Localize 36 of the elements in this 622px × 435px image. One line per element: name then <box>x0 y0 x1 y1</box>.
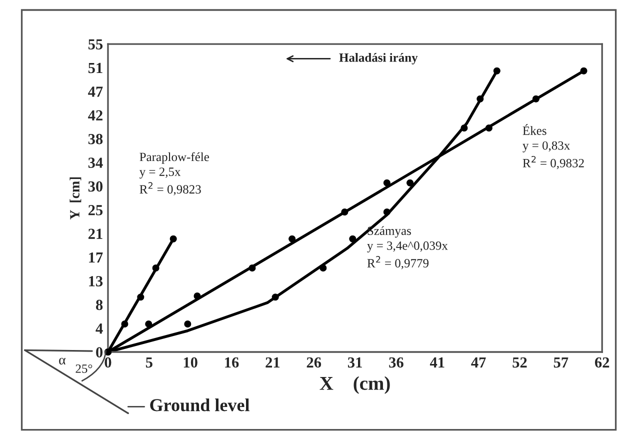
annotation: Ékes y = 0,83x R$^{2}$ = 0,9832 <box>522 124 584 170</box>
y-tick-label: 34 <box>88 158 103 168</box>
x-tick-label: 57 <box>554 357 568 368</box>
y-tick-label: 17 <box>89 252 103 263</box>
text: α <box>59 358 66 365</box>
x-tick-label: 31 <box>348 357 362 368</box>
x-tick-label: 52 <box>512 357 527 368</box>
text: Ground level <box>150 398 250 412</box>
y-axis-title: Y [cm] <box>70 177 82 220</box>
y-tick-label: 8 <box>96 300 103 310</box>
x-tick-label: 41 <box>430 357 444 368</box>
y-tick-label: 4 <box>96 324 103 334</box>
annotation: Paraplow-féle y = 2,5x R$^{2}$ = 0,9823 <box>139 152 209 196</box>
x-tick-label: 36 <box>389 357 404 368</box>
x-tick-label: 47 <box>471 357 486 368</box>
annotation: Számyas y = 3,4e^0,039x R$^{2}$ = 0,9779 <box>367 226 448 270</box>
y-tick-label: 51 <box>88 62 102 74</box>
y-tick-label: 42 <box>88 110 102 120</box>
y-tick-label: 38 <box>88 134 103 144</box>
y-tick-label: 25 <box>88 205 103 216</box>
y-tick-label: 47 <box>88 86 103 97</box>
x-axis-title: X (cm) <box>320 376 390 394</box>
x-tick-label: 62 <box>594 357 610 368</box>
y-tick-label: 13 <box>89 276 103 286</box>
annotation: Haladási irány <box>339 53 418 64</box>
y-tick-label: 0 <box>96 347 103 358</box>
x-tick-label: 16 <box>225 357 239 368</box>
text: 25° <box>76 364 92 373</box>
y-tick-label: 30 <box>88 181 103 192</box>
x-tick-label: 21 <box>266 357 280 368</box>
y-tick-label: 55 <box>88 39 103 50</box>
x-tick-label: 5 <box>146 357 152 368</box>
x-tick-label: 26 <box>306 357 322 368</box>
x-tick-label: 10 <box>184 357 198 368</box>
y-tick-label: 21 <box>88 228 102 239</box>
x-tick-label: 0 <box>104 357 112 368</box>
